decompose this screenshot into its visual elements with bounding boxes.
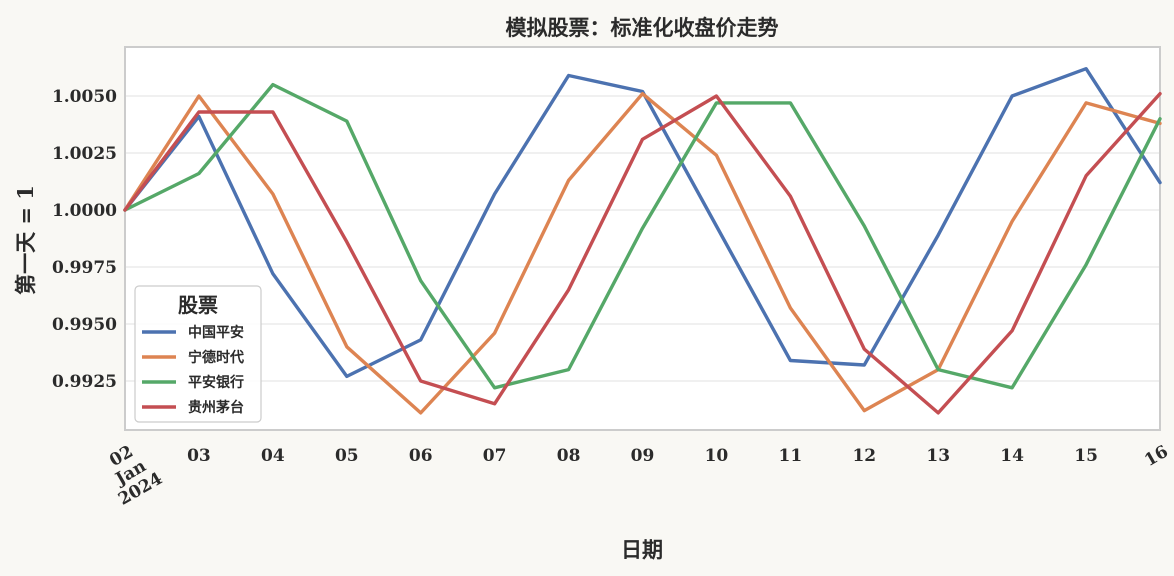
series-line-1 (123, 66, 1162, 379)
plot-frame (124, 46, 1161, 431)
plot-area-background (125, 47, 1160, 430)
y-tick-label: 0.9950 (52, 315, 117, 335)
x-tick-label: 10 (705, 446, 729, 466)
x-tick-label: 09 (631, 446, 655, 466)
legend-label: 中国平安 (188, 324, 244, 341)
legend-box (134, 285, 262, 423)
series-line-2 (123, 91, 1162, 415)
x-tick-label: 15 (1074, 446, 1098, 466)
x-tick-label-group: 16 (1141, 442, 1172, 471)
x-tick-label: 11 (779, 446, 803, 466)
y-tick-label: 0.9925 (52, 372, 117, 392)
x-tick-label: 08 (557, 446, 581, 466)
x-tick-label: 05 (335, 446, 359, 466)
y-tick-label: 0.9975 (52, 258, 117, 278)
series-line-4 (123, 91, 1162, 415)
series-lines (123, 66, 1162, 415)
x-tick-label: 03 (187, 446, 211, 466)
x-tick-label: 16 (1141, 442, 1172, 471)
series-line-3 (123, 82, 1162, 390)
legend-label: 平安银行 (188, 374, 244, 391)
legend-label: 贵州茅台 (188, 399, 244, 416)
x-tick-label: 14 (1000, 446, 1024, 466)
chart-title: 模拟股票：标准化收盘价走势 (506, 15, 779, 40)
legend-label: 宁德时代 (188, 349, 244, 366)
y-axis-label: 第一天 = 1 (13, 185, 38, 295)
y-axis-ticks: 0.9925 0.9950 0.9975 1.0000 1.0025 1.0050 (52, 87, 117, 392)
x-axis-label: 日期 (621, 537, 663, 562)
x-tick-label: 13 (926, 446, 950, 466)
y-tick-label: 1.0050 (52, 87, 117, 107)
x-tick-label: 06 (409, 446, 433, 466)
y-tick-label: 1.0025 (52, 144, 117, 164)
y-tick-label: 1.0000 (52, 201, 117, 221)
x-tick-label: 12 (852, 446, 876, 466)
legend-title: 股票 (178, 293, 218, 317)
x-tick-label: 04 (261, 446, 285, 466)
x-tick-label: 07 (483, 446, 507, 466)
